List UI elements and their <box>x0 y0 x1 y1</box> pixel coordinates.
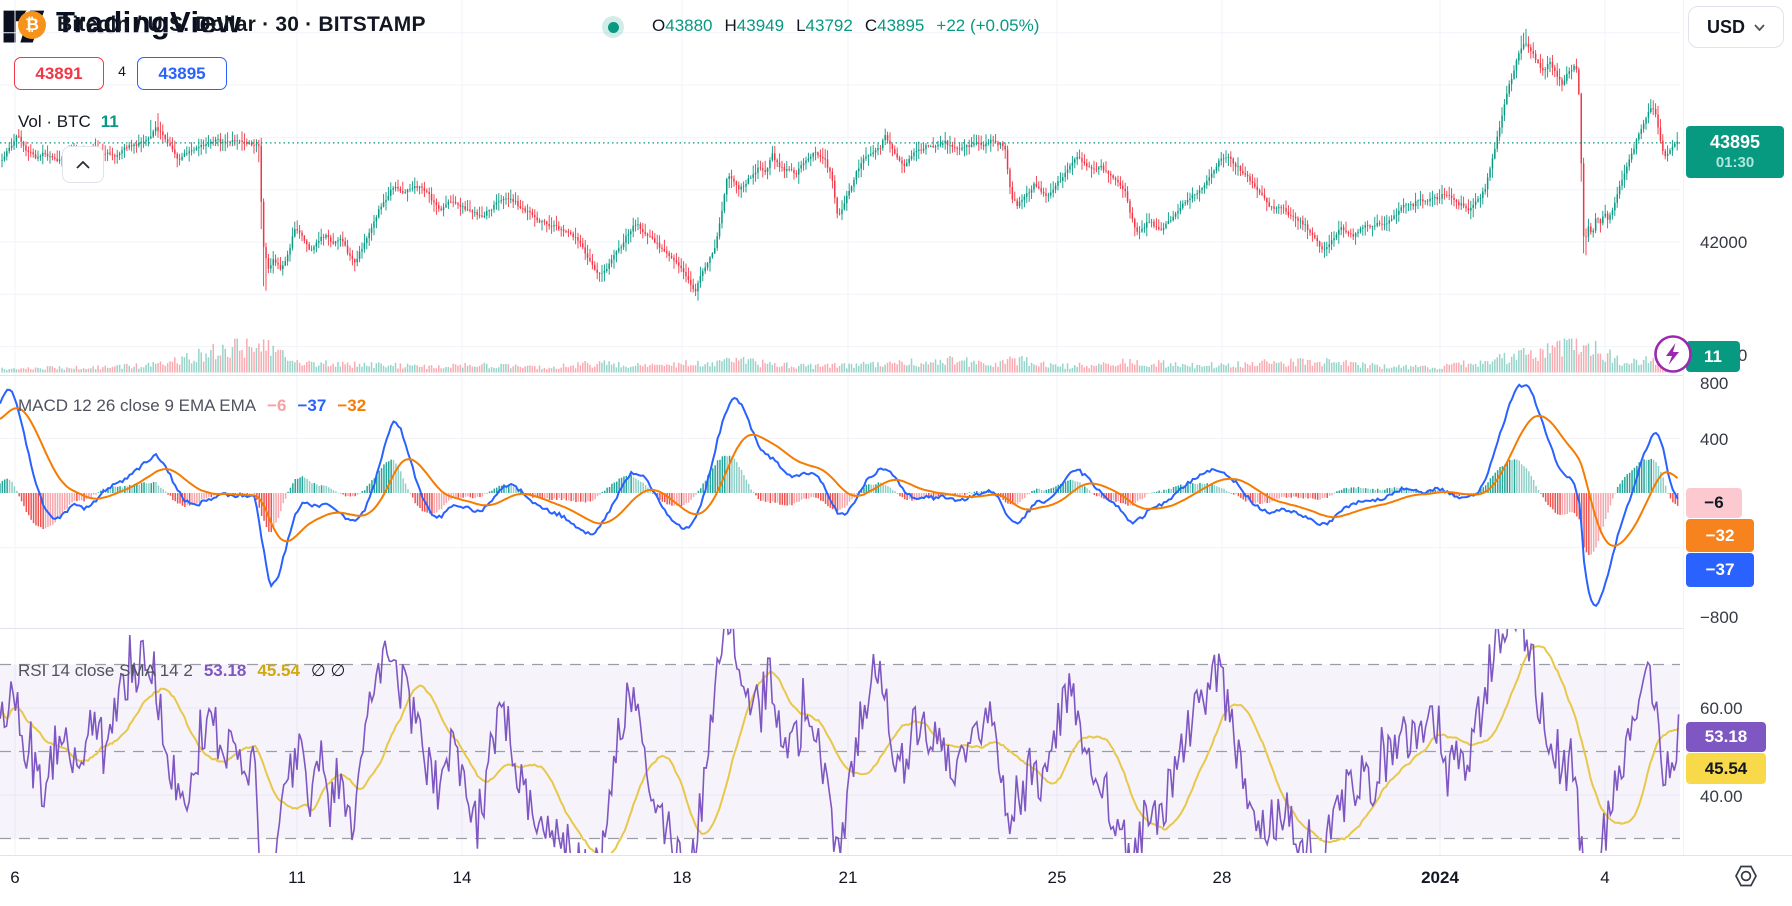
time-label: 4 <box>1600 868 1610 887</box>
chevron-down-icon <box>1754 23 1765 31</box>
rsi-header[interactable]: RSI 14 close SMA 14 2 53.18 45.54 ∅ ∅ <box>18 661 346 680</box>
spread-value: 4 <box>118 63 126 79</box>
rsi-sma-value: 45.54 <box>257 661 300 680</box>
rsi-scale-label-60: 60.00 <box>1700 699 1743 718</box>
change-value: +22 (+0.05%) <box>936 16 1040 35</box>
chart-canvas[interactable] <box>0 0 1792 855</box>
macd-line-badge: −37 <box>1686 553 1754 587</box>
settings-gear-icon[interactable] <box>1731 861 1761 891</box>
time-label: 18 <box>672 868 692 887</box>
btc-logo: ₿ <box>18 11 46 39</box>
volume-badge: 11 <box>1686 341 1740 372</box>
macd-scale-label-800: 800 <box>1700 374 1729 393</box>
chevron-up-icon <box>76 160 90 169</box>
buy-button[interactable]: 43895 <box>137 57 227 90</box>
last-price-badge: 43895 01:30 <box>1686 126 1784 178</box>
rsi-extra-values: ∅ ∅ <box>310 661 346 680</box>
rsi-scale-label-40: 40.00 <box>1700 787 1743 806</box>
market-status-dot <box>602 16 624 38</box>
time-axis[interactable]: 6 11 14 18 21 25 28 2024 4 <box>0 855 1792 906</box>
macd-hist-value: −6 <box>267 396 287 415</box>
currency-dropdown[interactable]: USD <box>1688 6 1784 48</box>
macd-scale-label-400: 400 <box>1700 430 1729 449</box>
time-label: 25 <box>1047 868 1067 887</box>
volume-row: Vol · BTC 11 <box>18 112 119 131</box>
time-label: 11 <box>288 868 306 887</box>
symbol-title[interactable]: Bitcoin / U.S. Dollar · 30 · BITSTAMP <box>57 13 426 36</box>
macd-line-value: −37 <box>297 396 327 415</box>
time-label: 6 <box>10 868 20 887</box>
time-label: 21 <box>838 868 858 887</box>
price-scale-label-42000: 42000 <box>1700 233 1748 252</box>
macd-signal-badge: −32 <box>1686 519 1754 552</box>
ohlc-row: O43880 H43949 L43792 C43895 +22 (+0.05%) <box>652 16 1040 35</box>
time-label: 2024 <box>1421 868 1459 887</box>
time-label: 28 <box>1212 868 1232 887</box>
collapse-panel-button[interactable] <box>62 146 104 183</box>
rsi-sma-badge: 45.54 <box>1686 753 1766 784</box>
macd-signal-value: −32 <box>337 396 367 415</box>
bar-countdown: 01:30 <box>1715 153 1755 171</box>
macd-header[interactable]: MACD 12 26 close 9 EMA EMA −6 −37 −32 <box>18 396 367 415</box>
macd-histogram-badge: −6 <box>1686 488 1742 518</box>
macd-scale-label-m800: −800 <box>1700 608 1739 627</box>
sell-button[interactable]: 43891 <box>14 57 104 90</box>
rsi-value: 53.18 <box>203 661 247 680</box>
instant-order-lightning-icon[interactable] <box>1652 333 1694 375</box>
time-label: 14 <box>452 868 472 887</box>
rsi-badge: 53.18 <box>1686 722 1766 752</box>
